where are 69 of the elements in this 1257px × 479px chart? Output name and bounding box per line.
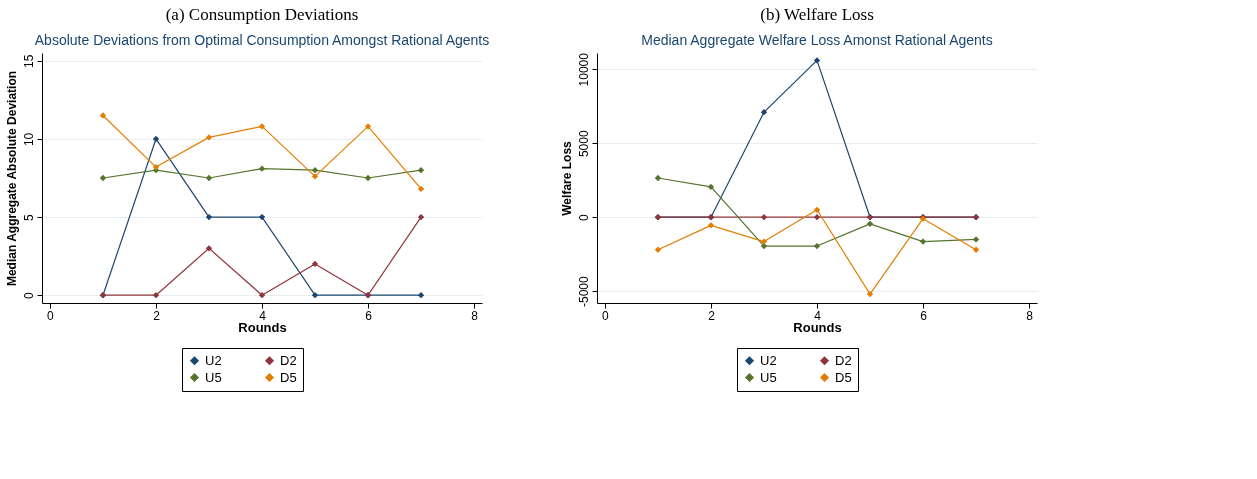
x-tick-label: 6 bbox=[365, 308, 373, 323]
point bbox=[417, 167, 425, 174]
y-tick-label: 0 bbox=[576, 214, 591, 222]
x-tick-label: 6 bbox=[920, 308, 928, 323]
y-tick-label: -5000 bbox=[576, 276, 591, 308]
point bbox=[205, 134, 213, 141]
legend-label: D5 bbox=[835, 369, 852, 385]
y-tick-label: 15 bbox=[21, 54, 36, 68]
chart-subtitle: Absolute Deviations from Optimal Consumption Amongst Rational Agents bbox=[34, 32, 490, 48]
legend-label: U5 bbox=[205, 369, 222, 385]
point bbox=[311, 167, 319, 174]
point bbox=[707, 183, 715, 191]
point bbox=[972, 236, 980, 243]
point bbox=[813, 242, 821, 250]
point bbox=[760, 214, 768, 221]
point bbox=[813, 206, 821, 213]
legend-label: D5 bbox=[280, 369, 297, 385]
y-tick-label: 5 bbox=[21, 213, 36, 221]
point bbox=[654, 174, 662, 182]
x-tick-label: 0 bbox=[602, 308, 610, 323]
x-tick-label: 0 bbox=[47, 308, 55, 323]
chart-subtitle: Median Aggregate Welfare Loss Amonst Rational Agents bbox=[641, 31, 993, 48]
point bbox=[152, 135, 160, 143]
point bbox=[760, 109, 768, 116]
legend-label: U2 bbox=[205, 352, 222, 368]
point bbox=[258, 123, 266, 130]
y-tick-label: 10000 bbox=[576, 52, 591, 87]
point bbox=[258, 165, 266, 172]
point bbox=[364, 123, 372, 130]
chart-title: (a) Consumption Deviations bbox=[165, 5, 359, 24]
y-axis-title: Welfare Loss bbox=[559, 140, 574, 216]
x-tick-label: 8 bbox=[1026, 308, 1034, 323]
point bbox=[417, 213, 425, 221]
point bbox=[417, 185, 425, 193]
point bbox=[311, 173, 319, 180]
x-tick-label: 2 bbox=[153, 308, 161, 323]
point bbox=[919, 238, 927, 245]
legend-label: U2 bbox=[760, 352, 777, 368]
point bbox=[99, 112, 107, 119]
point bbox=[364, 174, 372, 182]
point bbox=[813, 57, 821, 64]
point bbox=[205, 213, 213, 221]
y-tick-label: 0 bbox=[21, 292, 36, 300]
legend-label: D2 bbox=[280, 352, 297, 368]
x-tick-label: 2 bbox=[708, 308, 716, 323]
point bbox=[311, 292, 319, 299]
point bbox=[205, 174, 213, 182]
point bbox=[760, 238, 768, 245]
point bbox=[866, 290, 874, 298]
y-tick-label: 5000 bbox=[576, 130, 591, 158]
point bbox=[417, 292, 425, 299]
legend-label: U5 bbox=[760, 369, 777, 385]
point bbox=[152, 163, 160, 171]
y-tick-label: 10 bbox=[21, 132, 36, 147]
point bbox=[654, 246, 662, 253]
legend-label: D2 bbox=[835, 352, 852, 368]
point bbox=[258, 213, 266, 221]
point bbox=[152, 292, 160, 299]
point bbox=[707, 222, 715, 229]
y-axis-title: Median Aggregate Absolute Deviation bbox=[4, 70, 19, 287]
point bbox=[866, 220, 874, 228]
chart-title: (b) Welfare Loss bbox=[760, 4, 874, 24]
point bbox=[311, 260, 319, 268]
point bbox=[205, 245, 213, 252]
point bbox=[813, 214, 821, 221]
x-tick-label: 8 bbox=[471, 308, 479, 323]
point bbox=[258, 292, 266, 299]
point bbox=[99, 174, 107, 182]
point bbox=[972, 246, 980, 253]
